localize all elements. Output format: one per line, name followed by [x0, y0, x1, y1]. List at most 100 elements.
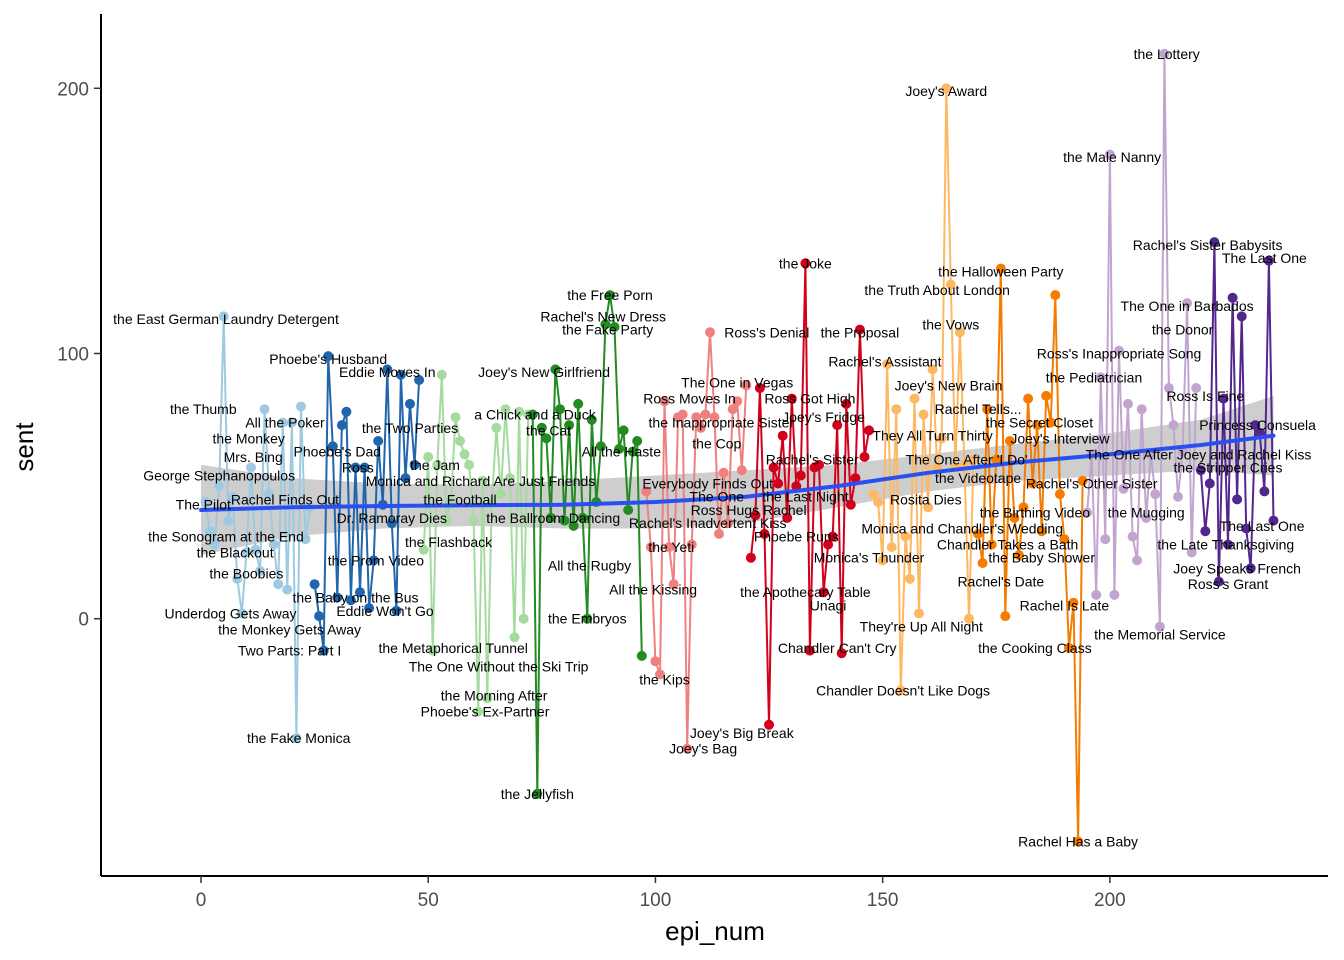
episode-label: a Chick and a Duck — [474, 407, 596, 423]
episode-label: Rachel's Sister Babysits — [1133, 237, 1283, 253]
data-point — [605, 290, 615, 301]
data-point — [1109, 589, 1120, 600]
data-point — [545, 512, 556, 523]
data-point — [277, 417, 288, 428]
data-point — [1009, 512, 1020, 523]
data-point — [1118, 483, 1129, 494]
data-point — [691, 412, 702, 423]
episode-label: All the Rugby — [548, 558, 631, 574]
x-tick-label: 0 — [196, 890, 207, 911]
data-point — [845, 499, 856, 510]
data-point — [754, 383, 765, 393]
data-point — [255, 566, 266, 576]
episode-label: Ross — [342, 460, 374, 476]
episode-label: Ross Hugs Rachel — [691, 502, 807, 518]
episode-label: Phoebe's Dad — [294, 444, 382, 460]
data-point — [495, 489, 506, 500]
data-point — [1241, 523, 1252, 534]
episode-label: the Baby Shower — [988, 550, 1095, 566]
episode-label: Dr. Ramoray Dies — [337, 510, 447, 526]
data-point — [436, 369, 447, 380]
data-point — [582, 613, 593, 624]
data-point — [664, 542, 675, 553]
episode-labels: the East German Laundry Detergent Phoebe'… — [113, 46, 1316, 850]
x-tick-label: 100 — [640, 890, 672, 911]
data-point — [964, 613, 974, 624]
data-point — [641, 486, 652, 497]
data-point — [327, 441, 338, 452]
data-point — [973, 528, 984, 539]
episode-label: the Monkey Gets Away — [218, 621, 361, 637]
data-point — [1250, 420, 1261, 431]
episode-label: Rachel's New Dress — [540, 308, 666, 324]
data-point — [1041, 390, 1052, 401]
data-point — [359, 462, 370, 473]
episode-label: They're Up All Night — [860, 619, 983, 635]
data-point — [882, 359, 893, 370]
data-point — [205, 526, 216, 537]
data-point — [536, 422, 547, 433]
data-point — [982, 404, 993, 415]
data-point — [214, 481, 225, 492]
x-tick-label: 50 — [418, 890, 439, 911]
data-point — [1032, 420, 1043, 431]
data-point — [200, 497, 211, 507]
data-point — [750, 510, 761, 521]
data-point — [718, 467, 729, 478]
data-point — [459, 449, 470, 460]
data-point — [423, 451, 434, 462]
episode-label: the Vows — [922, 316, 979, 332]
episode-label: the Donor — [1152, 322, 1214, 338]
y-axis-title: sent — [9, 422, 39, 472]
data-point — [355, 587, 365, 598]
episode-label: Ross's Inappropriate Song — [1037, 346, 1202, 362]
data-point — [559, 515, 570, 526]
data-point — [682, 743, 693, 754]
data-point — [209, 539, 220, 550]
data-point — [550, 364, 561, 375]
data-point — [914, 608, 924, 619]
data-point — [273, 579, 284, 590]
data-point — [723, 518, 734, 529]
episode-label: The Last One — [1220, 518, 1305, 534]
data-point — [259, 404, 270, 415]
episode-label: the Jam — [410, 457, 460, 473]
data-point — [945, 279, 956, 290]
episode-label: the Truth About London — [864, 282, 1010, 298]
data-point — [491, 422, 502, 433]
episode-label: the Male Nanny — [1063, 149, 1161, 165]
data-point — [318, 645, 329, 656]
data-point — [991, 454, 1002, 465]
episode-label: the Secret Closet — [986, 415, 1093, 431]
episode-label: Joey's Interview — [1010, 430, 1110, 446]
data-point — [1191, 383, 1202, 393]
data-point — [405, 398, 415, 409]
data-point — [895, 685, 906, 696]
episode-label: the Cooking Class — [978, 640, 1092, 656]
data-point — [223, 515, 234, 526]
data-point — [509, 632, 520, 643]
episode-label: The One Without the Ski Trip — [409, 659, 589, 675]
episode-label: They All Turn Thirty — [872, 428, 992, 444]
confidence-band — [201, 395, 1274, 556]
episode-label: Two Parts: Part I — [238, 643, 341, 659]
data-point — [1200, 526, 1211, 537]
confidence-band-area — [201, 395, 1274, 556]
data-point — [709, 412, 720, 423]
episode-label: Monica and Richard Are Just Friends — [366, 473, 596, 489]
y-tick-label: 200 — [57, 79, 89, 100]
x-axis-title: epi_num — [665, 916, 765, 946]
episode-label: the Cat — [526, 422, 571, 438]
data-point — [968, 454, 979, 465]
trend-line — [199, 433, 1276, 512]
data-point — [427, 645, 438, 656]
episode-label: Rachel's Inadvertent Kiss — [629, 515, 787, 531]
data-point — [1168, 420, 1179, 431]
data-point — [1045, 417, 1056, 428]
data-point — [686, 539, 697, 550]
episode-label: Rachel Tells... — [935, 401, 1022, 417]
data-point — [977, 558, 988, 568]
episode-label: George Stephanopoulos — [143, 468, 295, 484]
data-point — [1232, 494, 1243, 505]
